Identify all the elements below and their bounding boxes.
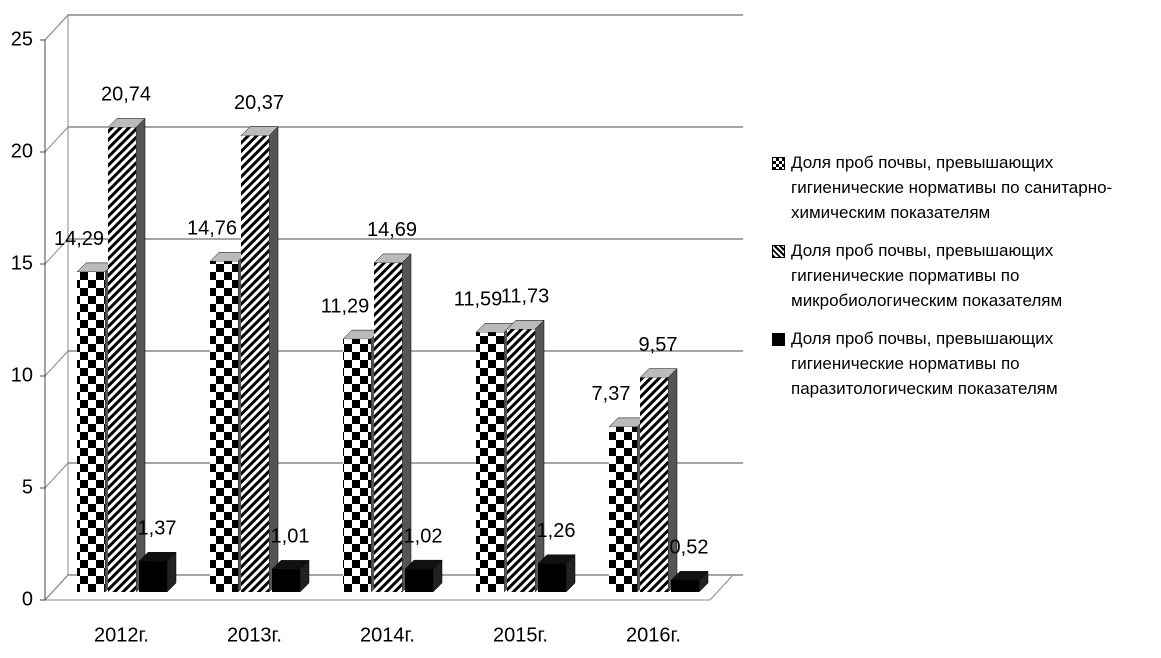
value-label: 11,73: [501, 286, 550, 308]
value-label: 1,37: [138, 518, 177, 540]
x-tick-label: 2014г.: [360, 624, 415, 646]
legend-label: Доля проб почвы, превышающих гигиеническ…: [791, 153, 1113, 222]
grid-line: [44, 350, 69, 377]
value-label: 9,57: [639, 334, 678, 356]
value-label: 0,52: [670, 537, 709, 559]
bar: [241, 135, 269, 592]
bar: [538, 563, 566, 592]
grid-line: [44, 14, 69, 41]
bar-side: [534, 319, 545, 593]
x-tick-label: 2016г.: [626, 624, 681, 646]
value-label: 11,29: [321, 295, 370, 317]
bar: [139, 561, 167, 592]
value-label: 1,01: [271, 526, 310, 548]
legend: Доля проб почвы, превышающих гигиеническ…: [772, 150, 1157, 414]
value-label: 14,29: [54, 228, 104, 250]
legend-item: Доля проб почвы, превышающих гигиеническ…: [772, 150, 1157, 225]
value-label: 1,02: [404, 525, 443, 547]
x-tick-label: 2013г.: [227, 624, 282, 646]
back-wall: [44, 13, 69, 602]
grid-line: [44, 574, 69, 601]
legend-item: Доля проб почвы, превышающих гигиеническ…: [772, 238, 1157, 313]
bar: [374, 262, 402, 592]
bar: [77, 271, 105, 592]
bar: [343, 339, 371, 592]
y-tick-label: 15: [11, 252, 33, 274]
bar: [272, 569, 300, 592]
bar-side: [268, 126, 279, 593]
grid-line: [44, 126, 69, 153]
y-tick-label: 20: [11, 140, 33, 162]
grid-line: [44, 238, 69, 265]
bar: [476, 332, 504, 592]
value-label: 20,74: [101, 84, 151, 106]
legend-swatch: [772, 157, 785, 170]
legend-label: Доля проб почвы, превышающих гигиеническ…: [791, 241, 1063, 310]
value-label: 7,37: [592, 383, 631, 405]
value-label: 11,59: [454, 289, 503, 311]
value-label: 20,37: [234, 92, 284, 114]
chart: 0 5 10 15 20 25 2012г. 14,29 20,74 1,37 2013г. 14,7…: [11, 13, 743, 646]
y-tick-label: 10: [11, 364, 33, 386]
bar: [507, 329, 535, 592]
y-tick-label: 25: [11, 28, 33, 50]
y-tick-label: 0: [22, 588, 33, 610]
bar: [210, 261, 238, 592]
y-tick-label: 5: [22, 476, 33, 498]
value-label: 14,76: [187, 218, 237, 240]
bar: [108, 127, 136, 592]
bar: [671, 580, 699, 592]
legend-item: Доля проб почвы, превышающих гигиеническ…: [772, 326, 1157, 401]
bar: [405, 569, 433, 592]
legend-swatch: [772, 245, 785, 258]
bar: [609, 426, 637, 592]
legend-swatch: [772, 333, 785, 346]
legend-label: Доля проб почвы, превышающих гигиеническ…: [791, 329, 1058, 398]
x-tick-label: 2015г.: [493, 624, 548, 646]
value-label: 1,26: [537, 520, 576, 542]
x-tick-label: 2012г.: [94, 624, 149, 646]
grid-line: [44, 462, 69, 489]
value-label: 14,69: [367, 219, 417, 241]
bar: [640, 377, 668, 592]
